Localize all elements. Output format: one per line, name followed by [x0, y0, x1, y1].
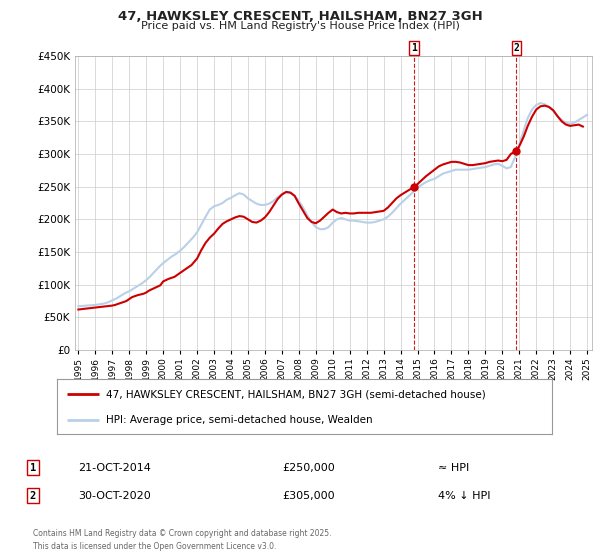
Text: 1: 1	[412, 43, 417, 53]
Text: 1: 1	[30, 463, 36, 473]
Text: £305,000: £305,000	[282, 491, 335, 501]
Text: Price paid vs. HM Land Registry's House Price Index (HPI): Price paid vs. HM Land Registry's House …	[140, 21, 460, 31]
Text: ≈ HPI: ≈ HPI	[438, 463, 469, 473]
Text: £250,000: £250,000	[282, 463, 335, 473]
Text: 2: 2	[30, 491, 36, 501]
Text: 4% ↓ HPI: 4% ↓ HPI	[438, 491, 491, 501]
Text: 47, HAWKSLEY CRESCENT, HAILSHAM, BN27 3GH: 47, HAWKSLEY CRESCENT, HAILSHAM, BN27 3G…	[118, 10, 482, 23]
Text: This data is licensed under the Open Government Licence v3.0.: This data is licensed under the Open Gov…	[33, 542, 277, 550]
Text: 30-OCT-2020: 30-OCT-2020	[78, 491, 151, 501]
Text: Contains HM Land Registry data © Crown copyright and database right 2025.: Contains HM Land Registry data © Crown c…	[33, 529, 331, 538]
Text: HPI: Average price, semi-detached house, Wealden: HPI: Average price, semi-detached house,…	[107, 416, 373, 425]
Text: 2: 2	[514, 43, 520, 53]
Text: 21-OCT-2014: 21-OCT-2014	[78, 463, 151, 473]
Text: 47, HAWKSLEY CRESCENT, HAILSHAM, BN27 3GH (semi-detached house): 47, HAWKSLEY CRESCENT, HAILSHAM, BN27 3G…	[107, 390, 486, 399]
